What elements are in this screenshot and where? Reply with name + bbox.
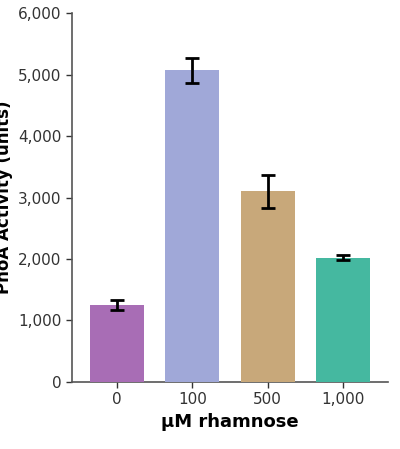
Y-axis label: PhoA Activity (units): PhoA Activity (units) bbox=[0, 101, 12, 294]
X-axis label: μM rhamnose: μM rhamnose bbox=[161, 413, 299, 431]
Bar bbox=[90, 305, 144, 382]
Bar bbox=[240, 191, 295, 382]
Bar bbox=[316, 258, 370, 382]
Bar bbox=[165, 70, 220, 382]
